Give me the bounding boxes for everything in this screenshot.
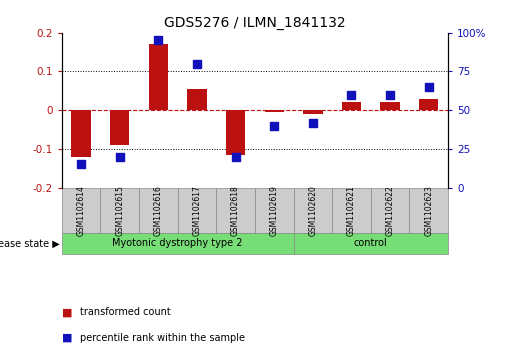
Bar <box>294 233 448 254</box>
Bar <box>255 188 294 233</box>
Text: transformed count: transformed count <box>80 307 170 317</box>
Text: GSM1102616: GSM1102616 <box>154 185 163 236</box>
Point <box>193 61 201 66</box>
Bar <box>62 188 100 233</box>
Text: control: control <box>354 238 388 248</box>
Point <box>424 84 433 90</box>
Bar <box>62 233 294 254</box>
Text: GSM1102614: GSM1102614 <box>77 185 85 236</box>
Bar <box>110 110 129 145</box>
Bar <box>139 188 178 233</box>
Text: GSM1102619: GSM1102619 <box>270 185 279 236</box>
Text: GSM1102615: GSM1102615 <box>115 185 124 236</box>
Bar <box>149 44 168 110</box>
Text: disease state ▶: disease state ▶ <box>0 238 60 248</box>
Text: GSM1102618: GSM1102618 <box>231 185 240 236</box>
Text: GSM1102621: GSM1102621 <box>347 185 356 236</box>
Bar <box>294 188 332 233</box>
Text: GSM1102620: GSM1102620 <box>308 185 317 236</box>
Bar <box>381 102 400 110</box>
Bar <box>419 98 438 110</box>
Bar <box>100 188 139 233</box>
Bar <box>332 188 371 233</box>
Bar <box>371 188 409 233</box>
Text: ■: ■ <box>62 307 72 317</box>
Bar <box>226 110 245 155</box>
Point <box>347 92 355 98</box>
Bar <box>72 110 91 157</box>
Point <box>309 120 317 126</box>
Point <box>386 92 394 98</box>
Text: GSM1102623: GSM1102623 <box>424 185 433 236</box>
Text: ■: ■ <box>62 333 72 343</box>
Title: GDS5276 / ILMN_1841132: GDS5276 / ILMN_1841132 <box>164 16 346 30</box>
Bar <box>303 110 322 114</box>
Text: GSM1102617: GSM1102617 <box>193 185 201 236</box>
Bar <box>178 188 216 233</box>
Point <box>154 37 163 43</box>
Point <box>77 162 85 167</box>
Bar <box>409 188 448 233</box>
Text: percentile rank within the sample: percentile rank within the sample <box>80 333 245 343</box>
Bar <box>216 188 255 233</box>
Point <box>115 154 124 160</box>
Text: GSM1102622: GSM1102622 <box>386 185 394 236</box>
Bar <box>187 89 207 110</box>
Point <box>270 123 278 129</box>
Point <box>232 154 240 160</box>
Text: Myotonic dystrophy type 2: Myotonic dystrophy type 2 <box>112 238 243 248</box>
Bar <box>342 102 361 110</box>
Bar <box>265 110 284 112</box>
